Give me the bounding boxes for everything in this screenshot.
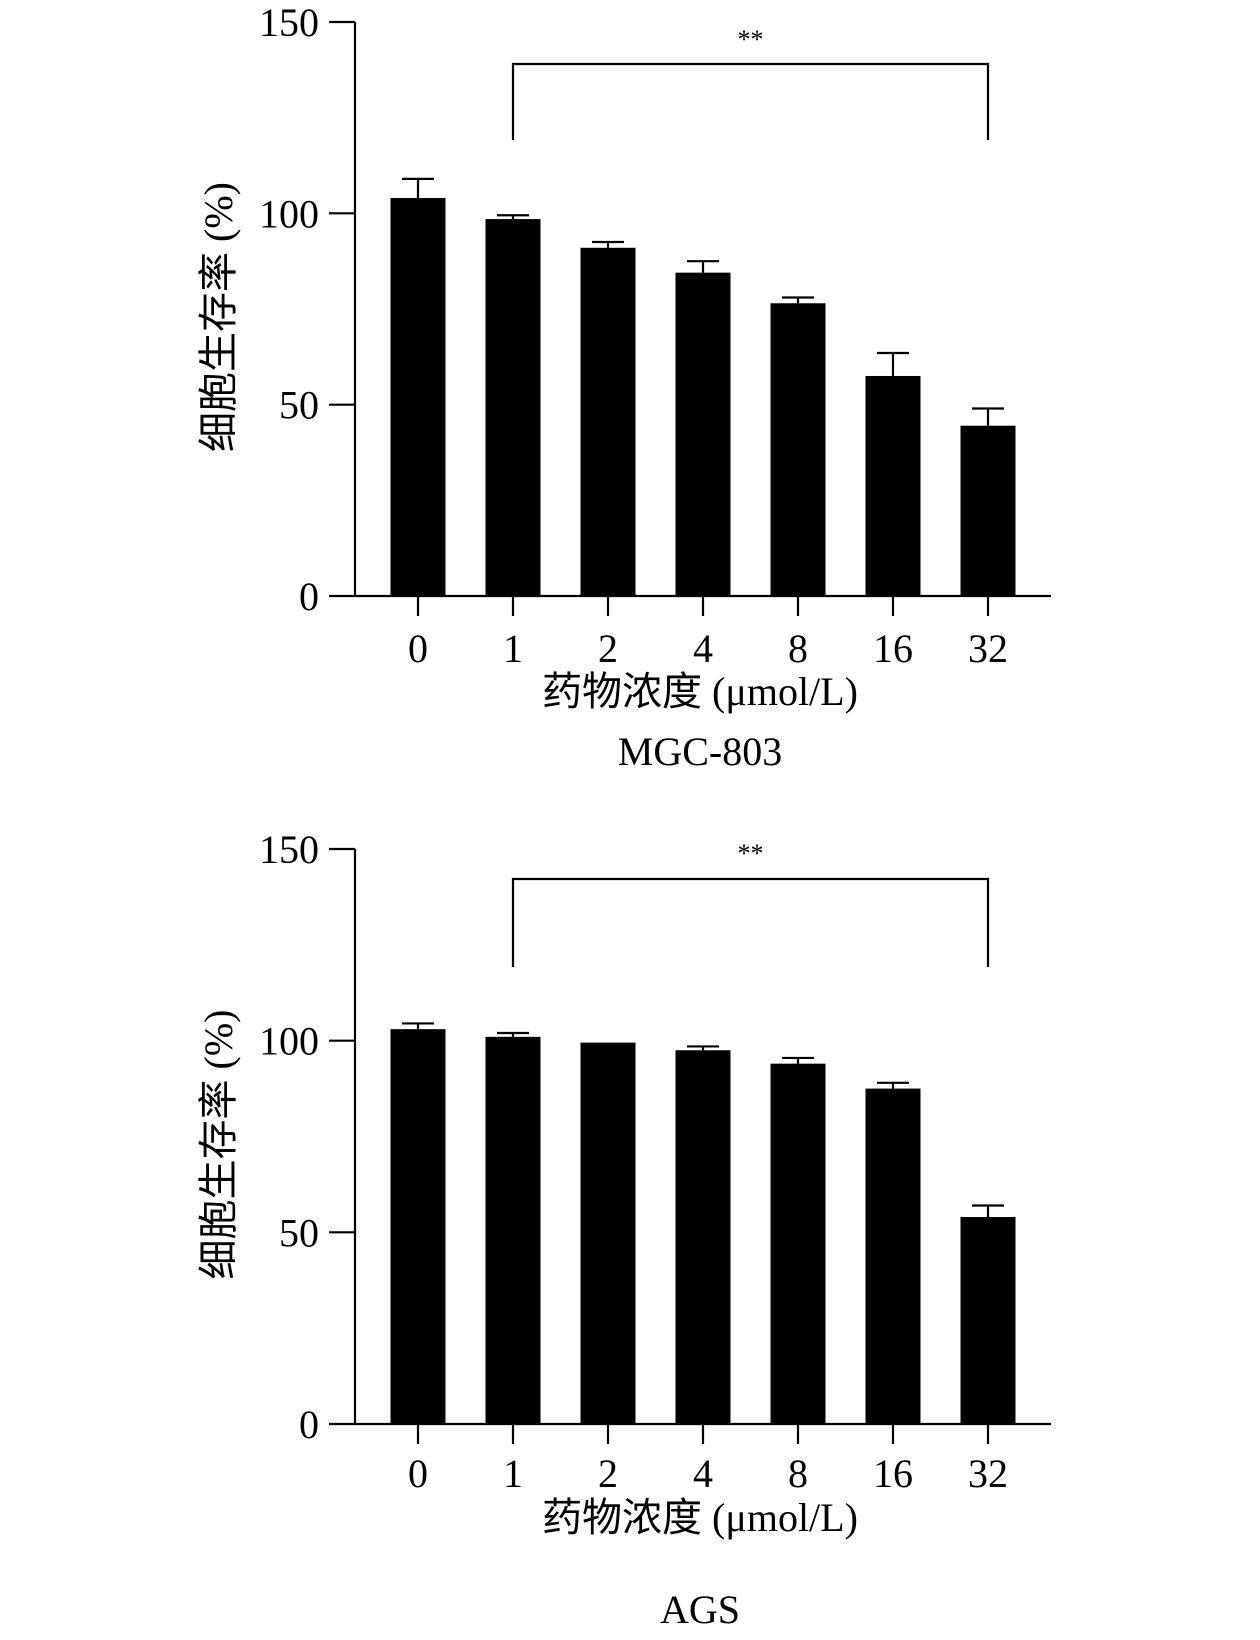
- chart-1-y-tick-label-0: 0: [299, 1402, 319, 1447]
- chart-1-significance-bracket: [511, 877, 990, 967]
- chart-0-error-bar-0: [402, 177, 434, 199]
- chart-1-bar-0: [390, 1029, 446, 1424]
- chart-1-bar-2: [580, 1042, 636, 1424]
- chart-1-bar-4: [675, 1050, 731, 1424]
- chart-panel-ags: 0 50 100 150 0 1 2 4 8 16 32 ** 细胞生存率 (%) 药物浓度 (μmol/…: [196, 827, 1051, 1632]
- chart-0-bar-0: [390, 198, 446, 596]
- chart-0-bar-16: [865, 375, 921, 596]
- chart-1-bar-8: [770, 1063, 826, 1424]
- chart-1-x-tick-label-0: 0: [408, 1451, 428, 1496]
- chart-0-error-bar-16: [877, 351, 909, 376]
- chart-1-bar-32: [960, 1217, 1016, 1424]
- chart-1-error-bar-16: [877, 1081, 909, 1089]
- chart-1-significance-label: **: [738, 839, 764, 868]
- chart-1-error-bar-0: [402, 1022, 434, 1030]
- chart-0-significance-bracket: [511, 62, 990, 140]
- chart-0-y-tick-label-50: 50: [279, 383, 319, 428]
- chart-0-error-bar-32: [972, 407, 1004, 426]
- chart-1-bar-16: [865, 1088, 921, 1424]
- chart-1-x-tick-label-8: 8: [788, 1451, 808, 1496]
- chart-1-title: AGS: [660, 1587, 740, 1632]
- chart-1-error-bar-4: [687, 1045, 719, 1051]
- chart-1-x-tick-label-4: 4: [693, 1451, 713, 1496]
- chart-0-error-bar-4: [687, 260, 719, 273]
- chart-0-x-tick-label-8: 8: [788, 626, 808, 671]
- chart-0-y-tick-label-100: 100: [259, 191, 319, 236]
- chart-1-y-axis-label: 细胞生存率 (%): [196, 1010, 241, 1280]
- chart-1-error-bar-32: [972, 1204, 1004, 1217]
- chart-1-bar-1: [485, 1036, 541, 1424]
- chart-1-x-tick-label-32: 32: [968, 1451, 1008, 1496]
- chart-0-x-axis-label: 药物浓度 (μmol/L): [542, 669, 858, 714]
- chart-0-bar-4: [675, 272, 731, 596]
- chart-1-x-tick-label-2: 2: [598, 1451, 618, 1496]
- chart-0-y-axis-label: 细胞生存率 (%): [196, 182, 241, 452]
- chart-0-significance-label: **: [738, 25, 764, 54]
- chart-0-error-bar-8: [782, 296, 814, 304]
- chart-0-bar-1: [485, 219, 541, 596]
- chart-0-x-tick-label-2: 2: [598, 626, 618, 671]
- chart-0-x-tick-label-4: 4: [693, 626, 713, 671]
- chart-1-y-tick-label-100: 100: [259, 1019, 319, 1064]
- chart-0-bar-32: [960, 425, 1016, 596]
- chart-1-x-tick-label-16: 16: [873, 1451, 913, 1496]
- chart-0-title: MGC-803: [618, 729, 782, 774]
- chart-0-bar-2: [580, 247, 636, 597]
- chart-0-x-tick-label-1: 1: [503, 626, 523, 671]
- chart-0-x-tick-label-32: 32: [968, 626, 1008, 671]
- chart-1-y-tick-label-150: 150: [259, 827, 319, 872]
- chart-1-error-bar-8: [782, 1056, 814, 1064]
- chart-0-x-tick-label-0: 0: [408, 626, 428, 671]
- chart-1-x-axis-label: 药物浓度 (μmol/L): [542, 1495, 858, 1540]
- chart-1-error-bar-1: [497, 1031, 529, 1037]
- chart-0-bar-8: [770, 303, 826, 596]
- chart-1-y-tick-label-50: 50: [279, 1210, 319, 1255]
- chart-0-x-tick-label-16: 16: [873, 626, 913, 671]
- chart-0-error-bar-1: [497, 214, 529, 220]
- chart-1-x-tick-label-1: 1: [503, 1451, 523, 1496]
- chart-0-error-bar-2: [592, 240, 624, 248]
- chart-0-y-tick-label-0: 0: [299, 574, 319, 619]
- chart-panel-mgc-803: 0 50 100 150 0 1 2 4 8 16 32 ** 细胞生存率 (%) 药物浓度 (μmol/…: [196, 0, 1051, 774]
- chart-0-y-tick-label-150: 150: [259, 0, 319, 45]
